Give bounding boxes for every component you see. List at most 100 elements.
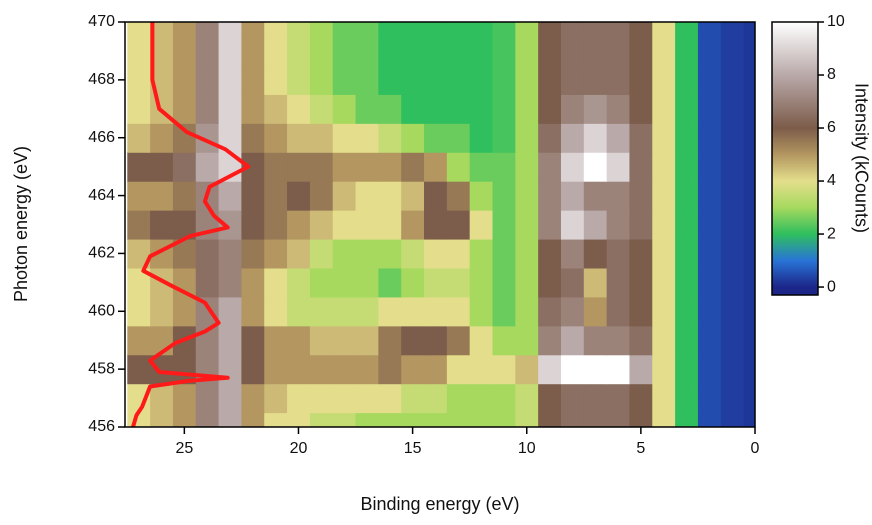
heat-cell [698,181,721,211]
heat-cell [241,326,264,356]
heat-cell [721,326,744,356]
y-tick-label: 460 [88,303,115,320]
heatmap [127,8,767,443]
heat-cell [629,384,652,414]
heat-cell [424,297,447,327]
heat-cell [447,326,470,356]
heat-cell [356,36,379,66]
heat-cell [378,181,401,211]
heat-cell [356,239,379,269]
heat-cell [264,355,287,385]
heat-cell [447,210,470,240]
heat-cell [310,384,333,414]
heat-cell [241,210,264,240]
heat-cell [219,36,242,66]
heat-cell [584,65,607,95]
heat-cell [401,239,424,269]
heat-cell [447,152,470,182]
x-tick-label: 25 [175,440,193,457]
colorbar-tick-label: 10 [827,13,845,30]
heat-cell [173,297,196,327]
x-tick-label: 15 [404,440,422,457]
heat-cell [310,94,333,124]
heat-cell [333,123,356,153]
heat-cell [150,210,173,240]
heat-cell [356,152,379,182]
heat-cell [470,326,493,356]
heat-cell [698,210,721,240]
heat-cell [538,181,561,211]
heat-cell [219,268,242,298]
heat-cell [378,36,401,66]
heat-cell [493,355,516,385]
heat-cell [675,210,698,240]
heat-cell [515,384,538,414]
heat-cell [538,152,561,182]
heat-cell [287,297,310,327]
heat-cell [333,36,356,66]
heat-cell [424,239,447,269]
heat-cell [219,65,242,95]
heat-cell [219,94,242,124]
heat-cell [356,210,379,240]
heat-cell [607,239,630,269]
heat-cell [652,268,675,298]
heat-cell [607,297,630,327]
heat-cell [698,94,721,124]
heat-cell [356,94,379,124]
heat-cell [607,65,630,95]
heat-cell [219,297,242,327]
heat-cell [356,297,379,327]
heat-cell [196,36,219,66]
heat-cell [241,181,264,211]
heat-cell [378,268,401,298]
y-tick-label: 462 [88,245,115,262]
colorbar-tick-label: 2 [827,225,836,242]
y-tick-label: 458 [88,360,115,377]
heat-cell [219,181,242,211]
heat-cell [538,239,561,269]
heat-cell [401,210,424,240]
heat-cell [470,94,493,124]
heat-cell [629,297,652,327]
heat-cell [493,65,516,95]
heat-cell [310,297,333,327]
y-tick-label: 466 [88,129,115,146]
heat-cell [196,94,219,124]
heat-cell [675,326,698,356]
heat-cell [493,181,516,211]
heat-cell [629,65,652,95]
heat-cell [447,36,470,66]
heat-cell [378,384,401,414]
heat-cell [652,210,675,240]
heat-cell [584,239,607,269]
heat-cell [721,152,744,182]
heat-cell [675,36,698,66]
heat-cell [173,152,196,182]
colorbar-label: Intensity (kCounts) [851,83,871,233]
heat-cell [333,181,356,211]
colorbar-tick-label: 6 [827,119,836,136]
heat-cell [721,268,744,298]
heat-cell [607,94,630,124]
heat-cell [447,355,470,385]
heat-cell [287,65,310,95]
colorbar-tick-label: 0 [827,278,836,295]
heat-cell [447,268,470,298]
heat-cell [584,384,607,414]
heat-cell [584,123,607,153]
heat-cell [675,239,698,269]
heat-cell [607,152,630,182]
heat-cell [401,123,424,153]
heat-cell [447,239,470,269]
y-tick-label: 470 [88,13,115,30]
heat-cell [378,297,401,327]
heat-cell [333,152,356,182]
heat-cell [561,355,584,385]
heat-cell [333,65,356,95]
heat-cell [561,94,584,124]
heat-cell [721,181,744,211]
heat-cell [173,36,196,66]
colorbar-tick-label: 4 [827,172,836,189]
heat-cell [356,384,379,414]
